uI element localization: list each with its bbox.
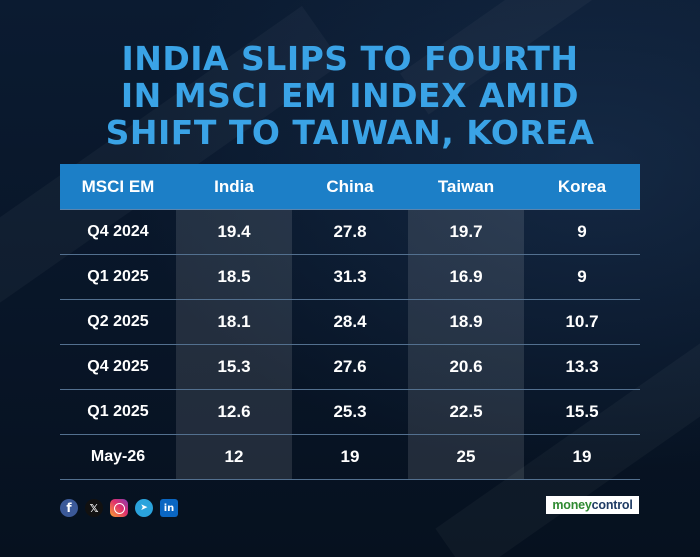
cell-india: 18.1 [176,299,292,345]
cell-korea: 15.5 [524,389,640,435]
telegram-icon[interactable]: ➤ [135,499,153,517]
header-korea: Korea [524,164,640,210]
row-period: May-26 [60,434,176,480]
moneycontrol-logo: money control [546,496,639,514]
row-period: Q1 2025 [60,389,176,435]
cell-taiwan: 22.5 [408,389,524,435]
instagram-icon[interactable] [110,499,128,517]
cell-korea: 13.3 [524,344,640,390]
cell-korea: 9 [524,254,640,300]
headline-line-1: INDIA SLIPS TO FOURTH [121,39,579,78]
cell-taiwan: 25 [408,434,524,480]
x-icon[interactable]: 𝕏 [85,499,103,517]
cell-taiwan: 20.6 [408,344,524,390]
cell-korea: 19 [524,434,640,480]
cell-china: 27.8 [292,209,408,255]
linkedin-icon[interactable]: in [160,499,178,517]
cell-india: 18.5 [176,254,292,300]
table-header-row: MSCI EM India China Taiwan Korea [60,164,640,210]
headline-line-2: IN MSCI EM INDEX AMID [120,76,580,115]
table-row: May-26 12 19 25 19 [60,434,640,480]
cell-taiwan: 16.9 [408,254,524,300]
cell-india: 15.3 [176,344,292,390]
cell-india: 12 [176,434,292,480]
cell-taiwan: 18.9 [408,299,524,345]
cell-taiwan: 19.7 [408,209,524,255]
header-taiwan: Taiwan [408,164,524,210]
cell-china: 27.6 [292,344,408,390]
cell-korea: 10.7 [524,299,640,345]
table-row: Q4 2025 15.3 27.6 20.6 13.3 [60,344,640,390]
header-india: India [176,164,292,210]
table-row: Q1 2025 18.5 31.3 16.9 9 [60,254,640,300]
instagram-lens-shape [113,502,125,514]
headline-line-3: SHIFT TO TAIWAN, KOREA [105,113,595,152]
msci-em-weights-table: MSCI EM India China Taiwan Korea Q4 2024… [60,164,640,480]
cell-china: 28.4 [292,299,408,345]
cell-china: 31.3 [292,254,408,300]
row-period: Q4 2024 [60,209,176,255]
table-row: Q2 2025 18.1 28.4 18.9 10.7 [60,299,640,345]
table-row: Q1 2025 12.6 25.3 22.5 15.5 [60,389,640,435]
row-period: Q4 2025 [60,344,176,390]
cell-korea: 9 [524,209,640,255]
cell-india: 12.6 [176,389,292,435]
header-china: China [292,164,408,210]
row-period: Q2 2025 [60,299,176,345]
logo-part-control: control [591,498,633,512]
headline: INDIA SLIPS TO FOURTH IN MSCI EM INDEX A… [0,40,700,151]
cell-china: 25.3 [292,389,408,435]
cell-china: 19 [292,434,408,480]
table-row: Q4 2024 19.4 27.8 19.7 9 [60,209,640,255]
row-period: Q1 2025 [60,254,176,300]
cell-india: 19.4 [176,209,292,255]
social-links: f 𝕏 ➤ in [60,498,178,518]
logo-part-money: money [552,498,592,512]
facebook-icon[interactable]: f [60,499,78,517]
header-msci-em: MSCI EM [60,164,176,210]
